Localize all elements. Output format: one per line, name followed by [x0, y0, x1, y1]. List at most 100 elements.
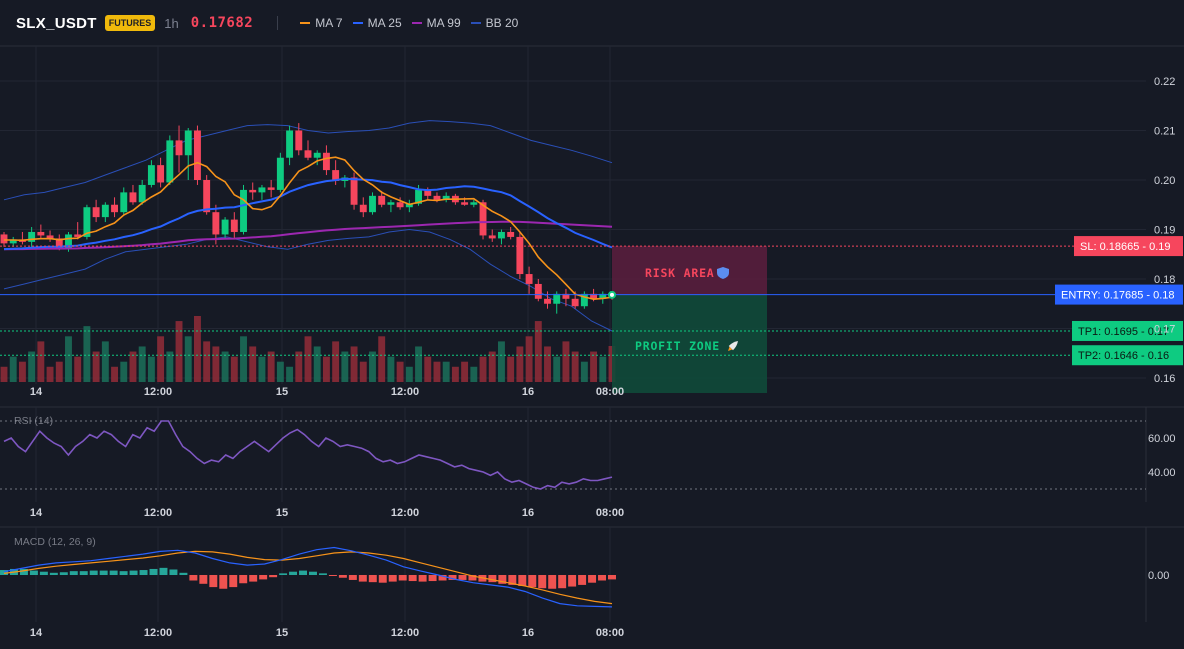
volume-bar	[175, 321, 183, 382]
macd-histogram-bar	[498, 575, 507, 584]
time-tick-label: 15	[276, 627, 288, 639]
candle-body	[37, 231, 45, 236]
rsi-tick-label: 60.00	[1148, 433, 1176, 445]
volume-bar	[147, 356, 155, 382]
candle-body	[544, 298, 551, 304]
bollinger-lower-line	[3, 228, 613, 332]
entry-tag	[1055, 284, 1183, 305]
macd-histogram-bar	[169, 569, 178, 575]
volume-bar	[129, 351, 137, 382]
stop-loss-tag-label: SL: 0.18665 - 0.19	[1080, 241, 1171, 253]
legend-ma7[interactable]: MA 7	[300, 16, 343, 30]
macd-histogram-bar	[59, 572, 68, 575]
volume-bar	[0, 366, 8, 382]
candle-body	[28, 231, 36, 242]
macd-histogram-bar	[428, 575, 437, 582]
candle-body	[286, 130, 294, 158]
legend-ma99-label: MA 99	[426, 16, 461, 30]
macd-line	[3, 546, 613, 608]
candle-body	[534, 283, 542, 299]
candle-body	[129, 192, 137, 203]
candle-body	[369, 195, 376, 213]
candle-body	[157, 165, 165, 183]
candle-body	[120, 192, 128, 213]
time-tick-label: 16	[522, 386, 534, 398]
candle-body	[295, 130, 303, 151]
ma25-swatch	[352, 22, 363, 24]
profit-zone-label: PROFIT ZONE	[635, 339, 720, 353]
candle-body	[249, 189, 257, 193]
volume-bar	[461, 361, 469, 382]
volume-bar	[267, 351, 275, 382]
candle-body	[304, 150, 312, 158]
macd-histogram-bar	[289, 571, 298, 575]
volume-bar	[415, 346, 422, 382]
macd-histogram-bar	[239, 575, 248, 584]
time-tick-label: 12:00	[391, 386, 419, 398]
macd-histogram-bar	[438, 575, 447, 581]
time-tick-label: 12:00	[144, 507, 172, 519]
candle-body	[516, 236, 524, 275]
volume-bar	[249, 346, 257, 382]
candle-body	[498, 231, 505, 239]
legend-bb20-label: BB 20	[485, 16, 519, 30]
symbol-title[interactable]: SLX_USDT	[16, 14, 97, 32]
volume-bar	[553, 356, 561, 382]
candle-body	[221, 219, 229, 235]
candle-body	[332, 170, 340, 181]
candle-body	[74, 234, 82, 237]
volume-bar	[433, 361, 441, 382]
chart-header: SLX_USDT FUTURES 1h 0.17682 MA 7 MA 25 M…	[0, 0, 1184, 46]
candle-body	[166, 140, 174, 183]
macd-histogram-bar	[279, 573, 288, 575]
candle-body	[396, 202, 404, 208]
macd-histogram-bar	[538, 575, 547, 589]
volume-bar	[240, 336, 247, 382]
volume-bar	[599, 356, 607, 382]
macd-histogram-bar	[348, 575, 357, 580]
volume-bar	[479, 356, 487, 382]
candle-body	[267, 187, 275, 190]
candle-body	[147, 165, 155, 185]
candle-body	[461, 202, 469, 205]
volume-bar	[498, 341, 505, 382]
candle-body	[194, 130, 201, 180]
candle-body	[111, 204, 118, 213]
volume-bar	[424, 356, 432, 382]
volume-bar	[405, 366, 413, 382]
rocket-body	[728, 341, 738, 351]
time-tick-label: 12:00	[391, 507, 419, 519]
profit-zone	[612, 294, 767, 393]
volume-bar	[203, 341, 211, 382]
candle-body	[65, 234, 72, 249]
macd-signal-line	[3, 550, 613, 605]
bollinger-upper-line	[3, 120, 613, 201]
candle-body	[553, 293, 561, 304]
time-tick-label: 15	[276, 507, 288, 519]
candle-body	[46, 235, 54, 239]
macd-histogram-bar	[308, 571, 317, 575]
volume-bar	[322, 356, 330, 382]
legend-ma25[interactable]: MA 25	[352, 16, 402, 30]
time-tick-label: 16	[522, 627, 534, 639]
candle-body	[599, 293, 607, 299]
price-tick-label: 0.21	[1154, 126, 1175, 138]
macd-histogram-bar	[488, 575, 497, 583]
volume-bar	[28, 351, 36, 382]
volume-bar	[18, 361, 26, 382]
candle-body	[313, 152, 321, 158]
macd-histogram-bar	[458, 575, 467, 580]
volume-bar	[304, 336, 312, 382]
macd-histogram-bar	[328, 575, 337, 576]
legend-ma99[interactable]: MA 99	[411, 16, 461, 30]
macd-histogram-bar	[199, 575, 208, 584]
macd-histogram-bar	[568, 575, 577, 587]
volume-bar	[544, 346, 551, 382]
macd-histogram-bar	[468, 575, 477, 581]
price-tick-label: 0.20	[1154, 175, 1175, 187]
macd-histogram-bar	[49, 572, 58, 575]
legend-bb20[interactable]: BB 20	[470, 16, 519, 30]
volume-bar	[221, 351, 229, 382]
timeframe-label[interactable]: 1h	[164, 15, 179, 31]
